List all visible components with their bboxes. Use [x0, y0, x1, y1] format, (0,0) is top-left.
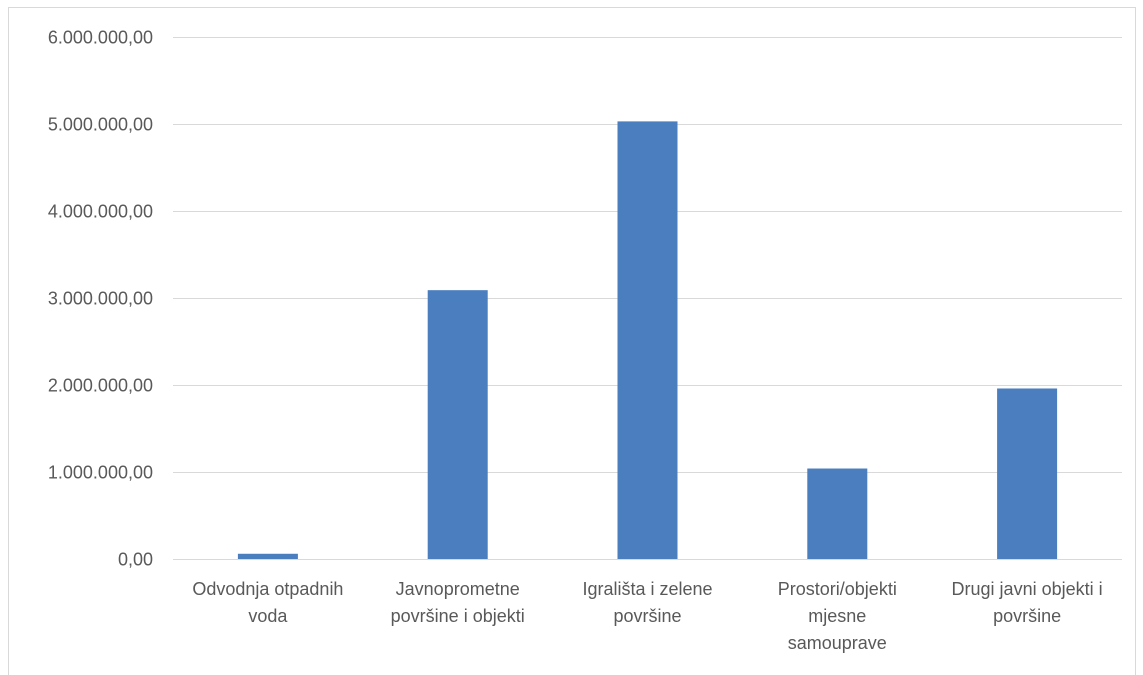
y-axis-tick-labels: 0,00 1.000.000,00 2.000.000,00 3.000.000,00… — [48, 28, 153, 570]
y-tick-label: 5.000.000,00 — [48, 115, 153, 135]
x-category-label: Prostori/objekti mjesne samouprave — [778, 579, 897, 653]
x-category-label: Drugi javni objekti i površine — [952, 579, 1103, 626]
x-category-label: Javnoprometne površine i objekti — [391, 579, 525, 626]
x-category-label: Igrališta i zelene površine — [582, 579, 712, 626]
bars — [237, 121, 1058, 559]
bar — [617, 121, 678, 559]
bar — [997, 388, 1058, 559]
y-tick-label: 4.000.000,00 — [48, 202, 153, 222]
y-tick-label: 1.000.000,00 — [48, 463, 153, 483]
bar — [807, 468, 868, 559]
chart-frame — [8, 7, 1136, 675]
y-tick-label: 3.000.000,00 — [48, 289, 153, 309]
bar — [237, 553, 298, 559]
bar — [427, 290, 488, 559]
y-tick-label: 2.000.000,00 — [48, 376, 153, 396]
x-axis-category-labels: Odvodnja otpadnih voda Javnoprometne površi… — [192, 579, 1102, 653]
y-tick-label: 0,00 — [118, 550, 153, 570]
y-tick-label: 6.000.000,00 — [48, 28, 153, 48]
x-category-label: Odvodnja otpadnih voda — [192, 579, 343, 626]
